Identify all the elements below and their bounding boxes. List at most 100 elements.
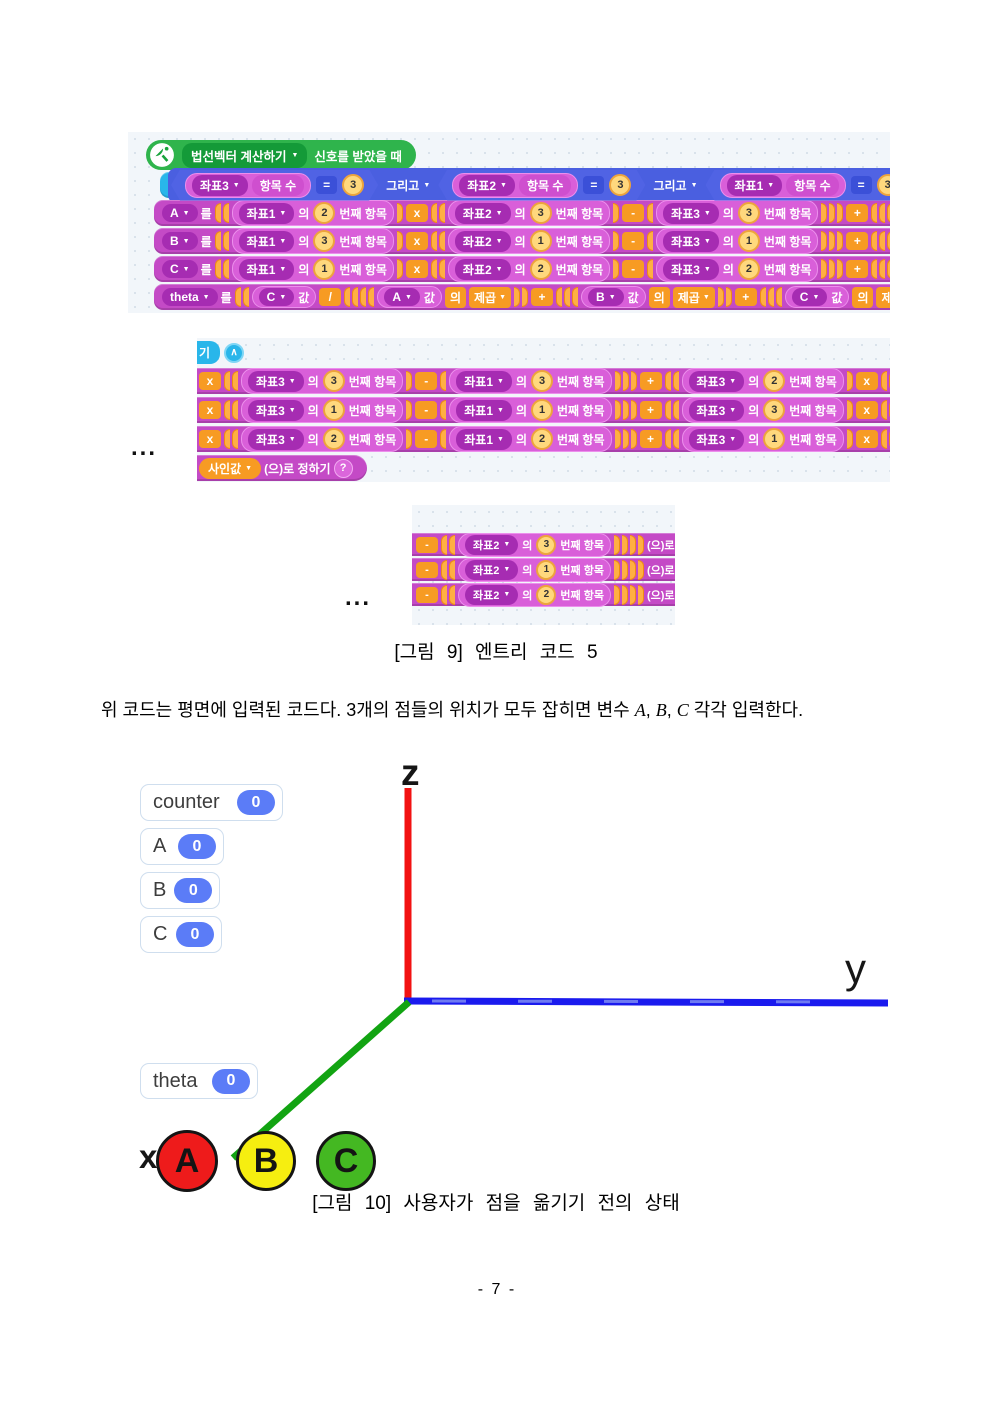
block-dropdown: 좌표2 ▼ bbox=[454, 258, 511, 280]
number-field: 1 bbox=[763, 428, 786, 450]
open-paren bbox=[344, 287, 351, 307]
block-label: 의 bbox=[522, 589, 533, 602]
open-paren bbox=[430, 231, 437, 251]
block-label: (으)로 정하기 bbox=[646, 564, 675, 577]
close-paren bbox=[629, 559, 636, 580]
number-field: 3 bbox=[313, 230, 336, 252]
open-paren bbox=[564, 287, 571, 307]
number-field: 1 bbox=[536, 559, 557, 580]
open-paren-group bbox=[224, 429, 238, 449]
dropdown-caret-icon: ▼ bbox=[767, 181, 775, 189]
condition-block: 좌표2 ▼ 항목 수 = 3 bbox=[438, 170, 645, 201]
block-label: 번째 항목 bbox=[348, 403, 397, 418]
block-label: 의 bbox=[515, 432, 527, 447]
open-paren-group bbox=[441, 584, 455, 605]
block-label: 번째 항목 bbox=[339, 206, 387, 221]
collapse-icon: ∧ bbox=[224, 342, 245, 363]
dropdown-label: 좌표3 bbox=[671, 262, 700, 277]
open-paren bbox=[449, 559, 455, 580]
value-block: C ▼ 값 bbox=[251, 286, 317, 308]
close-paren-group bbox=[717, 287, 732, 307]
number-field: 3 bbox=[763, 399, 786, 421]
block-label: 의 bbox=[307, 374, 319, 389]
close-paren-group bbox=[396, 259, 403, 279]
value-block: 좌표2 ▼ 항목 수 bbox=[452, 173, 578, 198]
block-label: 를 bbox=[200, 206, 212, 221]
dropdown-caret-icon: ▼ bbox=[423, 181, 431, 189]
block-label: 번째 항목 bbox=[560, 589, 604, 602]
value-block: 좌표3 ▼ 의 3 번째 항목 bbox=[241, 368, 404, 394]
operator-label: + bbox=[846, 232, 869, 250]
open-paren bbox=[556, 287, 563, 307]
operator-label: - bbox=[622, 204, 645, 222]
dropdown-label: 좌표2 bbox=[462, 206, 492, 221]
block-label: 번째 항목 bbox=[348, 374, 397, 389]
operator-label: x bbox=[855, 430, 878, 448]
open-paren-group bbox=[880, 429, 890, 449]
block-label: 의 bbox=[522, 564, 533, 577]
dropdown-label: 좌표2 bbox=[473, 539, 500, 552]
number-field: 3 bbox=[877, 174, 890, 196]
value-block: 좌표3 ▼ 의 2 번째 항목 bbox=[681, 368, 844, 394]
open-paren-group bbox=[759, 287, 782, 307]
value-block: C ▼ 값 bbox=[784, 286, 850, 308]
value-block: 좌표2 ▼ 의 1 번째 항목 bbox=[458, 557, 611, 582]
close-paren bbox=[613, 203, 620, 223]
close-paren bbox=[637, 534, 644, 555]
dropdown-caret-icon: ▼ bbox=[495, 265, 503, 273]
block-dropdown: 좌표3 ▼ bbox=[663, 230, 719, 252]
dropdown-label: 좌표3 bbox=[256, 403, 285, 418]
dropdown-caret-icon: ▼ bbox=[497, 377, 504, 385]
dropdown-caret-icon: ▼ bbox=[729, 406, 737, 414]
page-number: - 7 - bbox=[477, 1281, 515, 1298]
open-paren bbox=[438, 203, 445, 223]
open-paren-group bbox=[871, 203, 890, 223]
dropdown-caret-icon: ▼ bbox=[495, 209, 503, 217]
close-paren bbox=[396, 259, 403, 279]
signal-name-dropdown: 법선벡터 계산하기 ▼ bbox=[182, 142, 308, 168]
block-label: 를 bbox=[220, 290, 232, 305]
block-label: 번째 항목 bbox=[339, 234, 387, 249]
open-paren bbox=[242, 287, 249, 307]
variable-value: 0 bbox=[212, 1068, 250, 1094]
paragraph-segment: , bbox=[645, 700, 656, 720]
open-paren bbox=[224, 429, 230, 449]
close-paren bbox=[614, 400, 621, 420]
dropdown-label: 제곱 bbox=[474, 290, 497, 305]
close-paren bbox=[514, 287, 521, 307]
dropdown-caret-icon: ▼ bbox=[729, 377, 737, 385]
open-paren bbox=[214, 259, 221, 279]
open-paren-group bbox=[556, 287, 579, 307]
open-paren bbox=[222, 259, 229, 279]
open-paren bbox=[438, 231, 445, 251]
open-paren bbox=[440, 429, 447, 449]
open-paren-group bbox=[430, 259, 445, 279]
block-row: 사인값 ▼ (으)로 정하기? bbox=[197, 455, 367, 481]
operator-label: + bbox=[846, 204, 869, 222]
calc-label: 의 bbox=[648, 286, 670, 308]
dropdown-label: B bbox=[596, 290, 605, 304]
close-paren bbox=[613, 534, 620, 555]
variable-label: B bbox=[153, 879, 167, 901]
dropdown-label: 제곱 bbox=[677, 290, 700, 305]
dropdown-caret-icon: ▼ bbox=[279, 237, 287, 245]
block-label: 번째 항목 bbox=[555, 206, 604, 221]
block-label: 의 bbox=[307, 432, 319, 447]
block-label: 값 bbox=[423, 290, 435, 305]
body-paragraph: 위 코드는 평면에 입력된 코드다. 3개의 점들의 위치가 모두 잡히면 변수… bbox=[101, 696, 941, 722]
equals-operator: = bbox=[851, 176, 872, 194]
block-label: 번째 항목 bbox=[557, 403, 605, 418]
y-axis-label: y bbox=[845, 945, 866, 992]
variable-label: theta bbox=[153, 1069, 198, 1092]
operator-label: x bbox=[855, 401, 878, 419]
operator-label: - bbox=[416, 586, 438, 603]
block-label: 번째 항목 bbox=[789, 374, 837, 389]
close-paren-group bbox=[821, 231, 844, 251]
